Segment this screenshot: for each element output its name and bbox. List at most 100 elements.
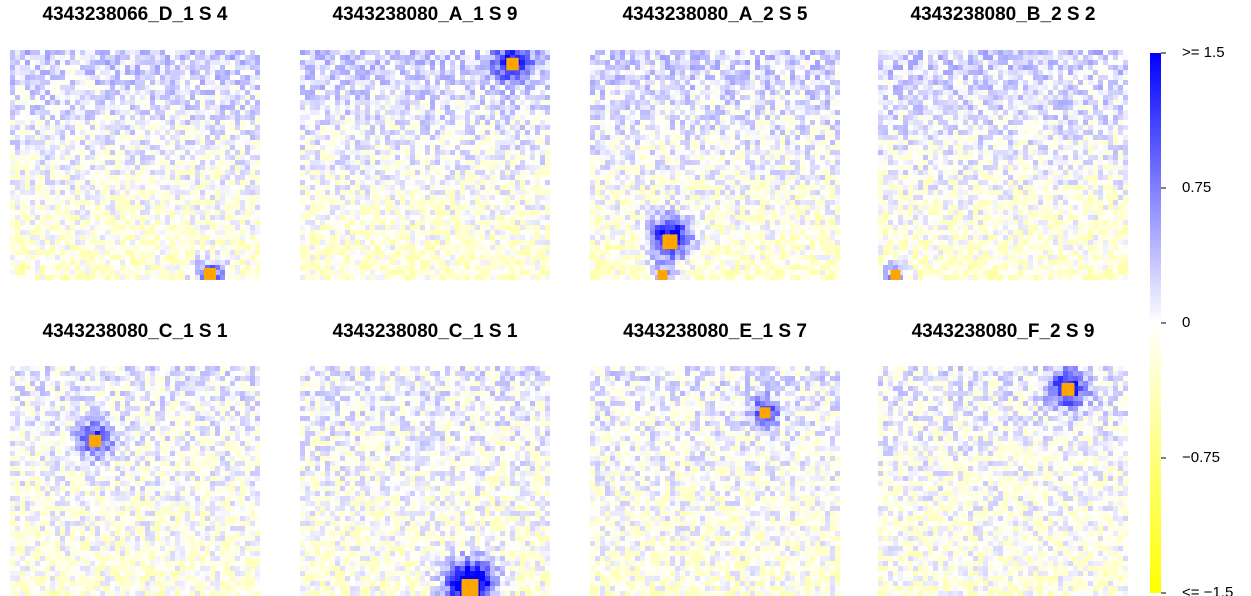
heatmap-cell [795,80,800,85]
heatmap-cell [490,275,495,280]
heatmap-cell [315,145,320,150]
heatmap-cell [510,275,515,280]
heatmap-cell [10,65,15,70]
heatmap-cell [85,200,90,205]
heatmap-cell [345,90,350,95]
heatmap-cell [55,240,60,245]
heatmap-cell [335,220,340,225]
heatmap-cell [425,165,430,170]
heatmap-cell [400,95,405,100]
heatmap-cell [185,145,190,150]
heatmap-cell [95,90,100,95]
heatmap-cell [350,245,355,250]
heatmap-cell [335,275,340,280]
heatmap-cell [105,205,110,210]
heatmap-cell [305,60,310,65]
heatmap-cell [495,115,500,120]
heatmap-cell [605,55,610,60]
heatmap-cell [55,100,60,105]
heatmap-cell [30,240,35,245]
heatmap-cell [400,180,405,185]
heatmap-cell [180,210,185,215]
heatmap-cell [95,135,100,140]
heatmap-cell [455,90,460,95]
heatmap-cell [375,100,380,105]
heatmap-cell [230,235,235,240]
heatmap-cell [35,135,40,140]
heatmap-cell [50,235,55,240]
heatmap-cell [150,185,155,190]
heatmap-cell [100,155,105,160]
heatmap-cell [470,125,475,130]
heatmap-cell [545,85,550,90]
heatmap-cell [520,270,525,275]
heatmap-cell [150,225,155,230]
heatmap-cell [105,150,110,155]
heatmap-cell [615,70,620,75]
heatmap-cell [45,235,50,240]
heatmap-cell [530,215,535,220]
heatmap-cell [515,110,520,115]
heatmap-cell [240,150,245,155]
heatmap-cell [715,65,720,70]
heatmap-cell [450,90,455,95]
heatmap-cell [150,100,155,105]
heatmap-cell [140,215,145,220]
heatmap-cell [80,260,85,265]
heatmap-cell [45,195,50,200]
heatmap-cell [520,85,525,90]
heatmap-cell [250,220,255,225]
heatmap-cell [510,215,515,220]
heatmap-cell [655,50,660,55]
heatmap-cell [340,110,345,115]
heatmap-cell [215,195,220,200]
heatmap-cell [180,175,185,180]
heatmap-cell [465,230,470,235]
heatmap-cell [365,95,370,100]
heatmap-cell [530,240,535,245]
heatmap-cell [420,190,425,195]
heatmap-cell [200,150,205,155]
heatmap-cell [225,275,230,280]
heatmap-cell [495,125,500,130]
heatmap-cell [120,250,125,255]
heatmap-cell [350,100,355,105]
heatmap-cell [350,250,355,255]
heatmap-cell [365,225,370,230]
heatmap-cell [250,175,255,180]
heatmap-cell [10,265,15,270]
heatmap-cell [100,115,105,120]
heatmap-cell [75,130,80,135]
heatmap-cell [680,75,685,80]
heatmap-cell [180,165,185,170]
heatmap-cell [485,100,490,105]
heatmap-cell [165,235,170,240]
heatmap-cell [50,220,55,225]
heatmap-cell [605,85,610,90]
heatmap-cell [95,155,100,160]
heatmap-cell [195,75,200,80]
heatmap-cell [340,190,345,195]
heatmap-cell [615,85,620,90]
heatmap-cell [205,120,210,125]
heatmap-cell [545,165,550,170]
heatmap-cell [205,125,210,130]
heatmap-cell [140,145,145,150]
heatmap-cell [495,165,500,170]
heatmap-cell [425,265,430,270]
heatmap-cell [330,175,335,180]
heatmap-cell [30,220,35,225]
heatmap-cell [240,165,245,170]
heatmap-cell [70,245,75,250]
heatmap-cell [80,105,85,110]
heatmap-cell [215,95,220,100]
heatmap-cell [70,75,75,80]
heatmap-cell [325,65,330,70]
heatmap-cell [350,170,355,175]
heatmap-cell [55,165,60,170]
heatmap-cell [90,75,95,80]
heatmap-cell [10,210,15,215]
heatmap-cell [755,75,760,80]
heatmap-cell [75,225,80,230]
heatmap-cell [360,140,365,145]
